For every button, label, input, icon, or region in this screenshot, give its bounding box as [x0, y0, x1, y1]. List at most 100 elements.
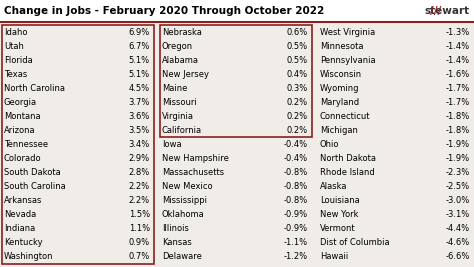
Text: -0.9%: -0.9%: [284, 210, 308, 219]
Text: 0.2%: 0.2%: [287, 112, 308, 121]
Text: North Carolina: North Carolina: [4, 84, 65, 93]
Text: Hawaii: Hawaii: [320, 253, 348, 261]
Text: -0.9%: -0.9%: [284, 224, 308, 233]
Text: Mississippi: Mississippi: [162, 196, 207, 205]
Text: -0.8%: -0.8%: [284, 196, 308, 205]
Text: 1.1%: 1.1%: [129, 224, 150, 233]
Text: 0.9%: 0.9%: [129, 238, 150, 248]
Text: -1.9%: -1.9%: [446, 154, 470, 163]
Text: -4.6%: -4.6%: [446, 238, 470, 248]
Text: New Hampshire: New Hampshire: [162, 154, 229, 163]
Text: -1.1%: -1.1%: [284, 238, 308, 248]
Text: -1.3%: -1.3%: [446, 28, 470, 37]
Text: Change in Jobs - February 2020 Through October 2022: Change in Jobs - February 2020 Through O…: [4, 6, 324, 16]
Text: -1.7%: -1.7%: [446, 84, 470, 93]
Text: California: California: [162, 126, 202, 135]
Bar: [160, 25, 312, 138]
Text: 0.6%: 0.6%: [287, 28, 308, 37]
Text: Oklahoma: Oklahoma: [162, 210, 205, 219]
Text: 2.9%: 2.9%: [129, 154, 150, 163]
Text: Vermont: Vermont: [320, 224, 356, 233]
Text: Nevada: Nevada: [4, 210, 36, 219]
Text: Oregon: Oregon: [162, 42, 193, 50]
Text: Alaska: Alaska: [320, 182, 347, 191]
Text: Dist of Columbia: Dist of Columbia: [320, 238, 390, 248]
Text: 2.2%: 2.2%: [129, 182, 150, 191]
Text: 5.1%: 5.1%: [129, 56, 150, 65]
Text: 3.5%: 3.5%: [129, 126, 150, 135]
Text: 3.7%: 3.7%: [128, 98, 150, 107]
Text: South Dakota: South Dakota: [4, 168, 61, 177]
Text: Michigan: Michigan: [320, 126, 358, 135]
Text: 3.6%: 3.6%: [128, 112, 150, 121]
Text: Arkansas: Arkansas: [4, 196, 42, 205]
Text: Connecticut: Connecticut: [320, 112, 371, 121]
Text: -3.0%: -3.0%: [446, 196, 470, 205]
Text: Ohio: Ohio: [320, 140, 339, 149]
Text: Missouri: Missouri: [162, 98, 197, 107]
Text: 3.4%: 3.4%: [129, 140, 150, 149]
Text: Florida: Florida: [4, 56, 33, 65]
Text: New Jersey: New Jersey: [162, 70, 209, 79]
Text: Arizona: Arizona: [4, 126, 36, 135]
Text: 6.9%: 6.9%: [129, 28, 150, 37]
Text: Georgia: Georgia: [4, 98, 37, 107]
Text: 0.4%: 0.4%: [287, 70, 308, 79]
Text: Indiana: Indiana: [4, 224, 35, 233]
Text: South Carolina: South Carolina: [4, 182, 66, 191]
Text: Maine: Maine: [162, 84, 187, 93]
Text: Pennsylvania: Pennsylvania: [320, 56, 375, 65]
Text: -0.4%: -0.4%: [284, 140, 308, 149]
Text: Iowa: Iowa: [162, 140, 182, 149]
Text: -6.6%: -6.6%: [446, 253, 470, 261]
Text: 2.2%: 2.2%: [129, 196, 150, 205]
Text: ///: ///: [430, 6, 441, 16]
Text: Wyoming: Wyoming: [320, 84, 359, 93]
Text: West Virginia: West Virginia: [320, 28, 375, 37]
Text: Kentucky: Kentucky: [4, 238, 43, 248]
Text: North Dakota: North Dakota: [320, 154, 376, 163]
Text: 5.1%: 5.1%: [129, 70, 150, 79]
Text: 2.8%: 2.8%: [129, 168, 150, 177]
Text: -0.4%: -0.4%: [284, 154, 308, 163]
Text: Minnesota: Minnesota: [320, 42, 364, 50]
Text: 0.2%: 0.2%: [287, 126, 308, 135]
Text: Montana: Montana: [4, 112, 41, 121]
Text: Washington: Washington: [4, 253, 54, 261]
Text: -1.8%: -1.8%: [446, 112, 470, 121]
Text: -2.5%: -2.5%: [446, 182, 470, 191]
Text: New Mexico: New Mexico: [162, 182, 213, 191]
Text: Wisconsin: Wisconsin: [320, 70, 362, 79]
Text: 0.5%: 0.5%: [287, 56, 308, 65]
Text: 0.3%: 0.3%: [287, 84, 308, 93]
Text: 0.2%: 0.2%: [287, 98, 308, 107]
Text: -4.4%: -4.4%: [446, 224, 470, 233]
Text: -1.8%: -1.8%: [446, 126, 470, 135]
Text: 0.5%: 0.5%: [287, 42, 308, 50]
Text: -2.3%: -2.3%: [446, 168, 470, 177]
Text: Kansas: Kansas: [162, 238, 192, 248]
Text: Maryland: Maryland: [320, 98, 359, 107]
Text: stewart: stewart: [425, 6, 470, 16]
Text: -1.7%: -1.7%: [446, 98, 470, 107]
Text: Massachusetts: Massachusetts: [162, 168, 224, 177]
Text: Nebraska: Nebraska: [162, 28, 202, 37]
Text: Utah: Utah: [4, 42, 24, 50]
Text: -3.1%: -3.1%: [446, 210, 470, 219]
Text: Illinois: Illinois: [162, 224, 189, 233]
Bar: [0, 0, 474, 22]
Text: Colorado: Colorado: [4, 154, 42, 163]
Text: Louisiana: Louisiana: [320, 196, 360, 205]
Text: Delaware: Delaware: [162, 253, 202, 261]
Text: -1.6%: -1.6%: [446, 70, 470, 79]
Text: -1.4%: -1.4%: [446, 56, 470, 65]
Text: Tennessee: Tennessee: [4, 140, 48, 149]
Text: Virginia: Virginia: [162, 112, 194, 121]
Text: Idaho: Idaho: [4, 28, 27, 37]
Text: -0.8%: -0.8%: [284, 182, 308, 191]
Text: New York: New York: [320, 210, 358, 219]
Text: 6.7%: 6.7%: [128, 42, 150, 50]
Text: Rhode Island: Rhode Island: [320, 168, 375, 177]
Text: Texas: Texas: [4, 70, 27, 79]
Text: 4.5%: 4.5%: [129, 84, 150, 93]
